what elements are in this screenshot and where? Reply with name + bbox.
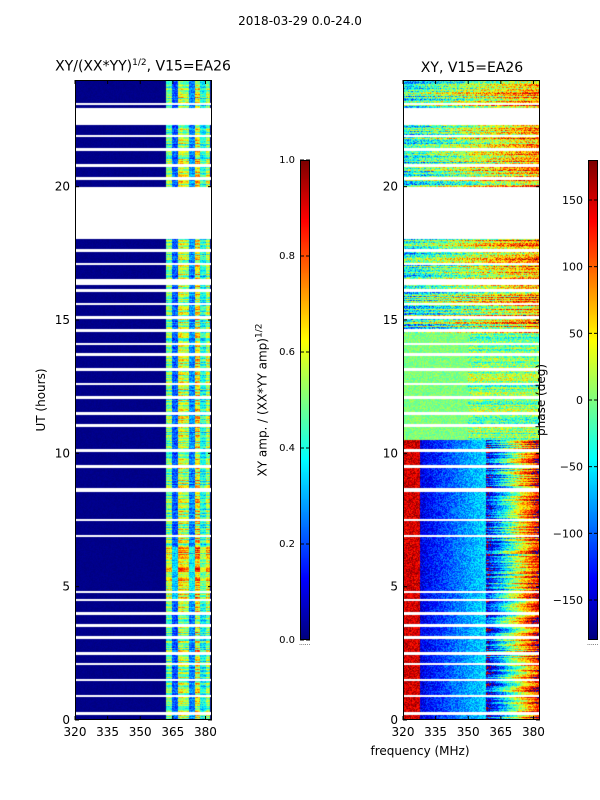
phase-colorbar-offset: ...... xyxy=(587,640,599,647)
left-xtick-label: 320 xyxy=(64,725,87,739)
amplitude-colorbar xyxy=(300,160,310,640)
right-xtick-label: 380 xyxy=(522,725,545,739)
right-ytick-label: 15 xyxy=(383,313,398,327)
amp-cbar-tick-label: 0.6 xyxy=(279,347,295,358)
phase-cbar-tick-label: −100 xyxy=(553,527,583,540)
phase-cbar-tick-label: 100 xyxy=(562,261,583,274)
left-ytick-label: 15 xyxy=(55,313,70,327)
left-axes-frame xyxy=(75,80,212,720)
amp-cbar-tick-label: 0.8 xyxy=(279,251,295,262)
amplitude-colorbar-offset: ...... xyxy=(299,640,311,647)
right-axes-frame xyxy=(403,80,540,720)
left-title-main: XY/(XX*YY) xyxy=(55,58,133,75)
figure-suptitle: 2018-03-29 0.0-24.0 xyxy=(238,14,362,28)
right-ytick-label: 20 xyxy=(383,180,398,194)
right-heatmap-canvas xyxy=(403,80,540,720)
phase-cbar-tick-label: 150 xyxy=(562,194,583,207)
left-xtick-label: 335 xyxy=(96,725,119,739)
right-ytick-label: 0 xyxy=(390,713,398,727)
left-ytick-label: 5 xyxy=(62,580,70,594)
amplitude-colorbar-gradient xyxy=(301,161,309,639)
right-xtick-label: 365 xyxy=(489,725,512,739)
left-xtick-label: 365 xyxy=(161,725,184,739)
phase-cbar-tick-label: 0 xyxy=(576,394,583,407)
right-ytick-label: 10 xyxy=(383,446,398,460)
amp-cbar-tick-label: 0.2 xyxy=(279,539,295,550)
amp-cbar-tick-label: 1.0 xyxy=(279,155,295,166)
left-xtick-label: 350 xyxy=(129,725,152,739)
left-title-exponent: 1/2 xyxy=(132,58,147,68)
left-panel-title: XY/(XX*YY)1/2, V15=EA26 xyxy=(20,58,266,75)
right-xtick-label: 350 xyxy=(457,725,480,739)
right-xtick-label: 320 xyxy=(392,725,415,739)
amp-cbar-tick-label: 0.0 xyxy=(279,635,295,646)
amp-cbar-tick-label: 0.4 xyxy=(279,443,295,454)
right-ytick-label: 5 xyxy=(390,580,398,594)
left-ytick-label: 0 xyxy=(62,713,70,727)
phase-cbar-tick-label: −50 xyxy=(560,461,583,474)
left-ytick-label: 20 xyxy=(55,180,70,194)
right-panel-title: XY, V15=EA26 xyxy=(420,60,524,76)
right-xtick-label: 335 xyxy=(424,725,447,739)
left-xtick-label: 380 xyxy=(194,725,217,739)
right-heatmap-area xyxy=(403,80,540,720)
phase-colorbar-gradient xyxy=(589,161,597,639)
left-heatmap-area xyxy=(75,80,212,720)
phase-cbar-tick-label: −150 xyxy=(553,594,583,607)
left-ytick-label: 10 xyxy=(55,446,70,460)
left-heatmap-canvas xyxy=(75,80,212,720)
x-axis-label: frequency (MHz) xyxy=(370,744,470,758)
left-title-rest: , V15=EA26 xyxy=(146,58,231,75)
phase-cbar-tick-label: 50 xyxy=(569,327,583,340)
